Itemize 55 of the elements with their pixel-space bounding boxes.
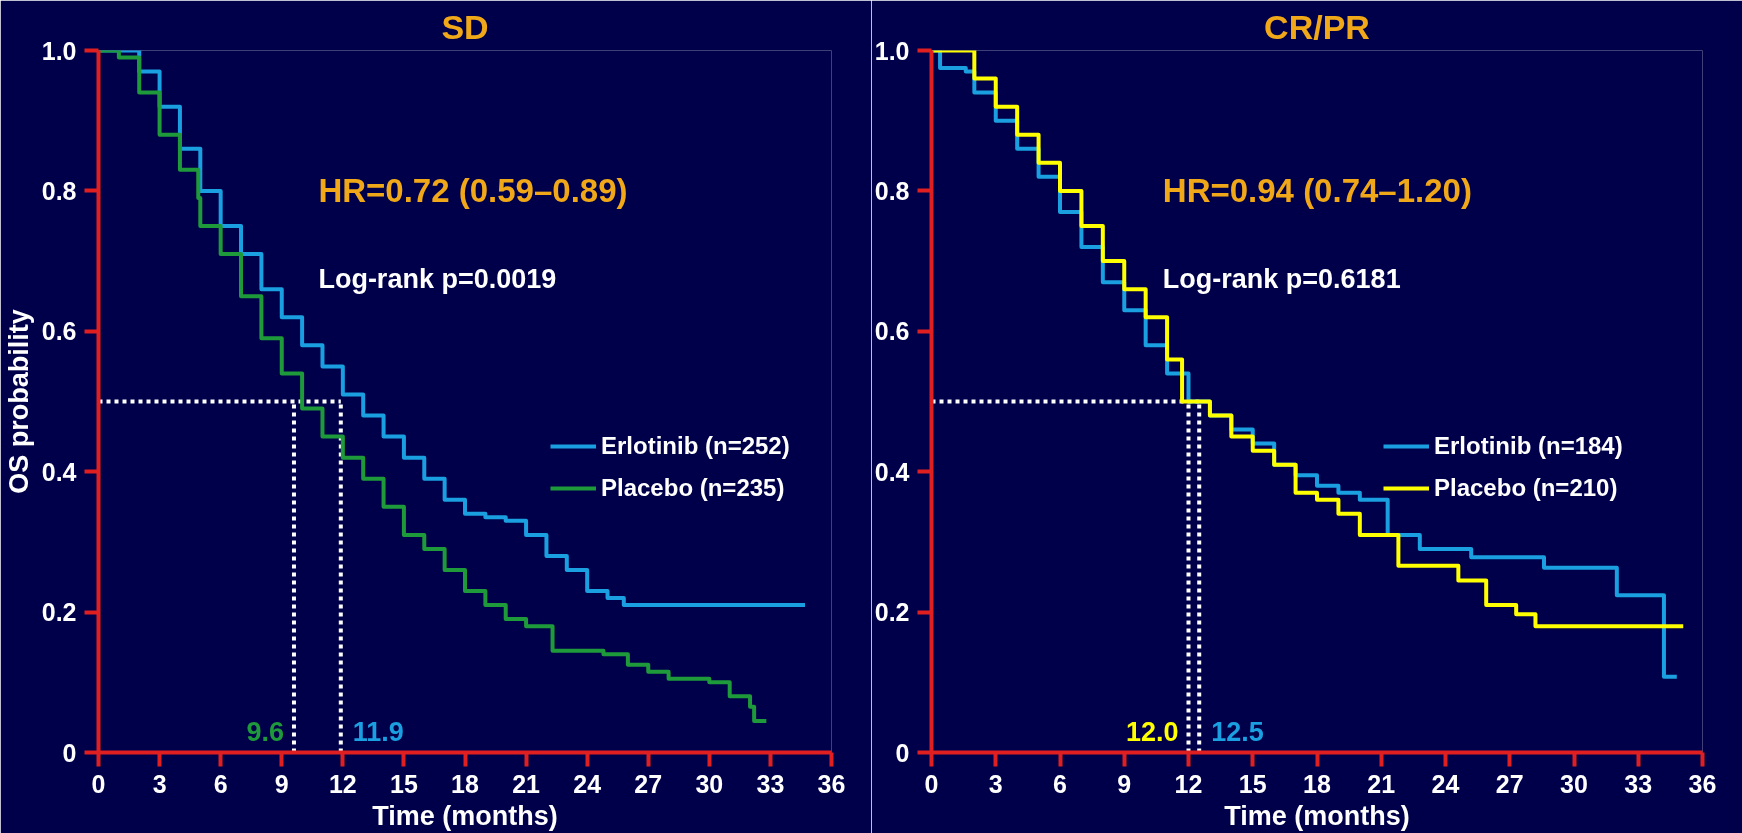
y-tick-label: 0.2 — [874, 598, 910, 627]
x-tick-label: 27 — [634, 769, 663, 798]
ref-line-label: 12.5 — [1211, 716, 1264, 747]
x-tick-label: 6 — [1053, 769, 1067, 798]
y-tick-label: 0.8 — [874, 176, 910, 205]
legend-label: Placebo (n=235) — [601, 474, 785, 502]
x-axis-title: Time (months) — [372, 800, 558, 831]
y-tick-label: 1.0 — [874, 36, 910, 65]
x-tick-label: 21 — [512, 769, 541, 798]
x-tick-label: 0 — [924, 769, 939, 798]
legend-label: Erlotinib (n=184) — [1434, 432, 1623, 460]
y-tick-label: 0 — [62, 738, 77, 767]
chart-title: SD — [441, 7, 489, 46]
legend-label: Erlotinib (n=252) — [601, 432, 790, 460]
x-tick-label: 36 — [817, 769, 846, 798]
legend-label: Placebo (n=210) — [1434, 474, 1618, 502]
x-tick-label: 30 — [1560, 769, 1588, 798]
x-tick-label: 12 — [1174, 769, 1203, 798]
x-tick-label: 33 — [1624, 769, 1653, 798]
ref-line-label: 11.9 — [352, 716, 404, 747]
ref-line-label: 12.0 — [1125, 716, 1179, 747]
x-tick-label: 21 — [1367, 769, 1396, 798]
y-axis-title: OS probability — [3, 309, 34, 494]
x-tick-label: 0 — [91, 769, 106, 798]
y-tick-label: 0.2 — [41, 598, 77, 627]
y-tick-label: 0.4 — [41, 457, 77, 486]
x-tick-label: 27 — [1495, 769, 1524, 798]
y-tick-label: 0.6 — [874, 317, 910, 346]
x-tick-label: 36 — [1688, 769, 1717, 798]
ref-line-label: 9.6 — [246, 716, 284, 747]
x-tick-label: 9 — [274, 769, 289, 798]
annotation: HR=0.72 (0.59–0.89) — [318, 172, 628, 210]
x-tick-label: 24 — [573, 769, 602, 798]
x-tick-label: 33 — [756, 769, 785, 798]
y-tick-label: 0.6 — [41, 317, 77, 346]
x-tick-label: 18 — [451, 769, 479, 798]
x-tick-label: 30 — [695, 769, 724, 798]
x-tick-label: 15 — [1238, 769, 1267, 798]
x-axis-title: Time (months) — [1224, 800, 1410, 831]
y-tick-label: 0 — [895, 738, 910, 767]
y-tick-label: 0.8 — [41, 176, 77, 205]
x-tick-label: 6 — [213, 769, 228, 798]
x-tick-label: 24 — [1431, 769, 1460, 798]
x-tick-label: 3 — [152, 769, 167, 798]
annotation: Log-rank p=0.0019 — [318, 263, 557, 294]
x-tick-label: 3 — [988, 769, 1003, 798]
annotation: HR=0.94 (0.74–1.20) — [1162, 172, 1472, 210]
x-tick-label: 12 — [328, 769, 357, 798]
chart-title: CR/PR — [1264, 7, 1370, 46]
y-tick-label: 1.0 — [41, 36, 77, 65]
x-tick-label: 18 — [1303, 769, 1331, 798]
x-tick-label: 9 — [1117, 769, 1132, 798]
annotation: Log-rank p=0.6181 — [1162, 263, 1401, 294]
y-tick-label: 0.4 — [874, 457, 910, 486]
x-tick-label: 15 — [390, 769, 418, 798]
